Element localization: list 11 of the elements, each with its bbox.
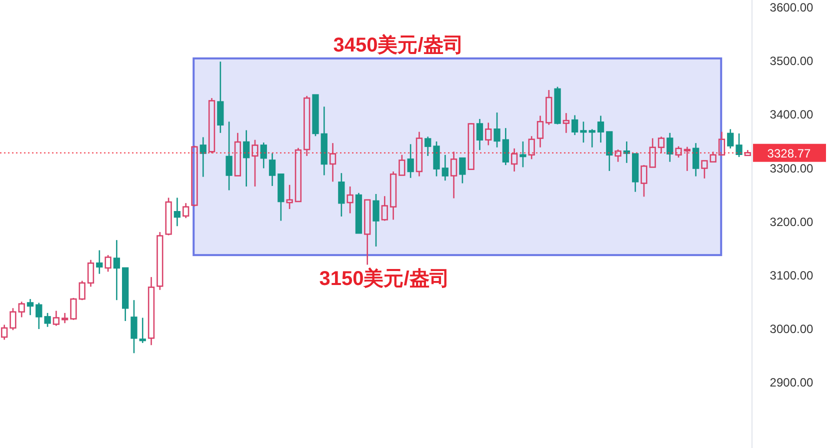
ref-line-label: 3328.77 <box>767 146 812 160</box>
y-tick-label: 3600.00 <box>770 0 814 14</box>
y-tick-label: 3000.00 <box>770 322 814 336</box>
y-tick-label: 3400.00 <box>770 108 814 122</box>
y-tick-label: 3100.00 <box>770 268 814 282</box>
y-tick-label: 3200.00 <box>770 214 814 229</box>
y-tick-label: 3300.00 <box>770 161 814 176</box>
annotation: 3450美元/盎司 <box>333 33 464 56</box>
y-tick-label: 3500.00 <box>770 54 814 68</box>
annotation: 3150美元/盎司 <box>319 267 450 290</box>
y-tick-label: 2900.00 <box>770 376 814 390</box>
